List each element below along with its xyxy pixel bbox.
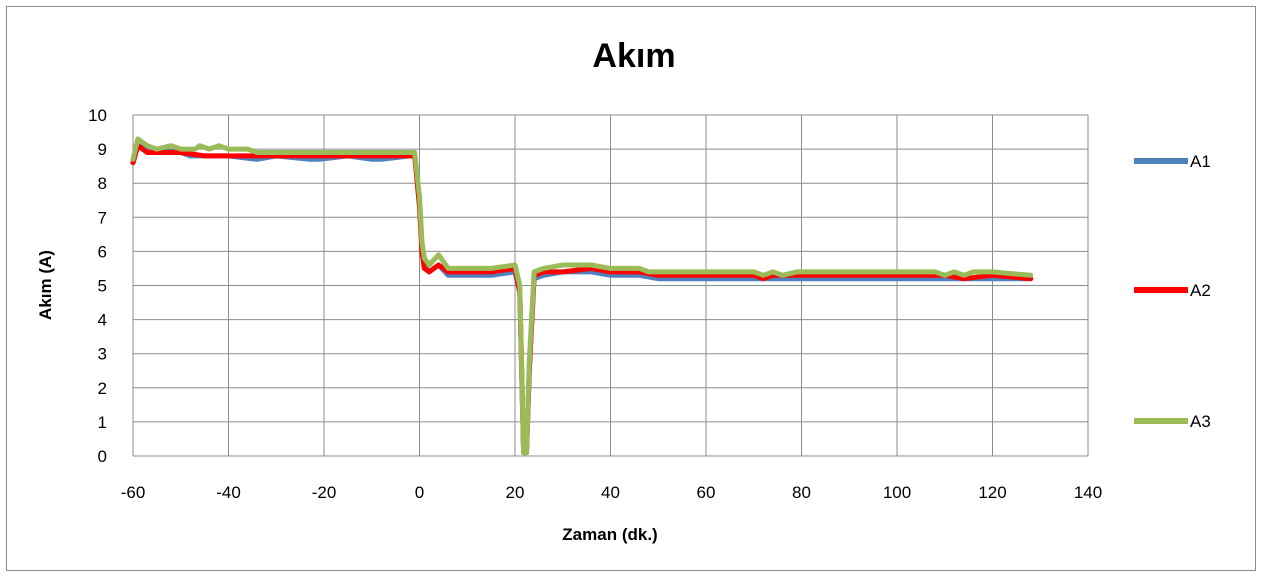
y-tick-labels: 0 1 2 3 4 5 6 7 8 9 10: [88, 106, 107, 466]
x-tick-label: 120: [978, 483, 1006, 502]
plot-lines: [130, 136, 1034, 456]
x-tick-label: 40: [601, 483, 620, 502]
x-axis-title: Zaman (dk.): [562, 525, 657, 544]
x-tick-label: 0: [415, 483, 424, 502]
legend-label-a2: A2: [1190, 281, 1211, 300]
x-tick-label: 140: [1074, 483, 1102, 502]
series-line-a2: [130, 143, 1034, 456]
x-tick-label: 60: [697, 483, 716, 502]
y-tick-label: 6: [98, 242, 107, 261]
y-axis-title: Akım (A): [36, 250, 55, 320]
x-tick-label: -60: [121, 483, 146, 502]
y-tick-label: 2: [98, 379, 107, 398]
y-tick-label: 5: [98, 277, 107, 296]
x-tick-label: -20: [312, 483, 337, 502]
y-tick-label: 10: [88, 106, 107, 125]
legend-label-a3: A3: [1190, 412, 1211, 431]
y-tick-label: 8: [98, 174, 107, 193]
y-tick-label: 9: [98, 140, 107, 159]
series-line-a3: [130, 136, 1034, 456]
chart-title: Akım: [592, 37, 675, 75]
x-tick-label: 80: [792, 483, 811, 502]
y-tick-label: 0: [98, 447, 107, 466]
y-tick-label: 4: [98, 311, 107, 330]
series-line-a1: [130, 143, 1034, 456]
chart-frame: [6, 6, 1256, 571]
y-tick-label: 3: [98, 345, 107, 364]
legend-label-a1: A1: [1190, 152, 1211, 171]
x-tick-label: 20: [506, 483, 525, 502]
grid: [132, 114, 1089, 457]
x-tick-labels: -60 -40 -20 0 20 40 60 80 100 120 140: [121, 483, 1102, 502]
y-tick-label: 1: [98, 413, 107, 432]
x-tick-label: 100: [883, 483, 911, 502]
legend: A1 A2 A3: [1134, 152, 1211, 431]
x-tick-label: -40: [216, 483, 241, 502]
y-tick-label: 7: [98, 208, 107, 227]
